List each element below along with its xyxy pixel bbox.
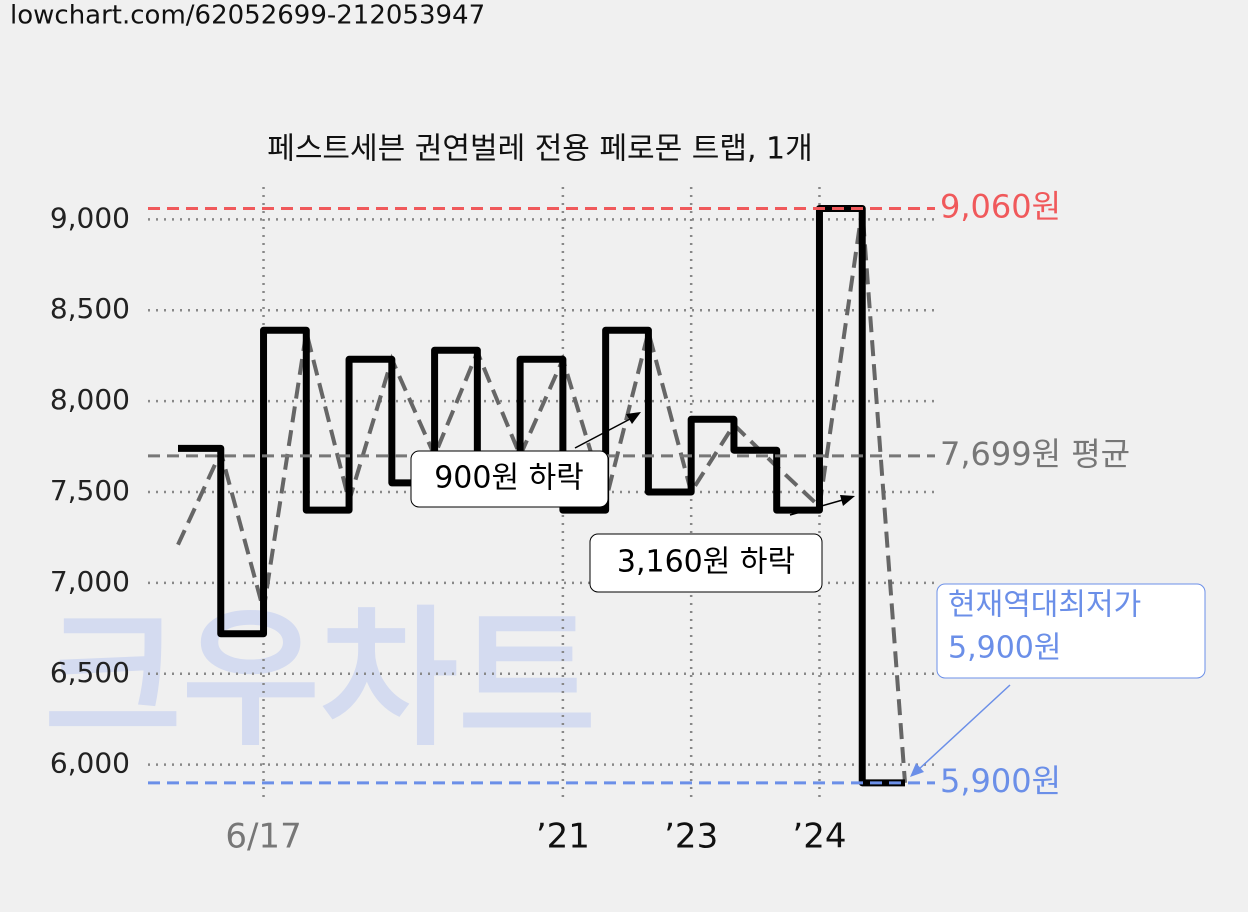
x-tick-label: 6/17 <box>225 817 301 857</box>
arrow <box>789 498 847 516</box>
annotation-box <box>936 583 1206 679</box>
y-tick-label: 7,500 <box>50 474 130 507</box>
step-line <box>178 204 905 787</box>
x-tick-label: ’23 <box>664 817 718 857</box>
reference-label: 9,060원 <box>940 187 1061 225</box>
x-tick-label: ’21 <box>536 817 590 857</box>
y-tick-label: 6,500 <box>50 656 130 689</box>
arrow-head <box>840 495 855 506</box>
annotation-1: 900원 하락 <box>410 412 641 508</box>
annotation-box <box>589 533 823 593</box>
annotation-text: 5,900원 <box>948 631 1061 666</box>
annotation-text: 900원 하락 <box>434 461 584 496</box>
annotation-3: 현재역대최저가 5,900원 <box>910 583 1206 777</box>
chart-title: 페스트세븐 권연벌레 전용 페로몬 트랩, 1개 <box>267 132 813 167</box>
url: lowchart.com/62052699-212053947 <box>10 1 485 31</box>
arrow <box>917 684 1011 771</box>
marks <box>148 204 935 787</box>
reference-label: 5,900원 <box>940 762 1061 800</box>
annotation-box <box>410 450 609 508</box>
y-tick-label: 7,000 <box>50 565 130 598</box>
x-tick-label: ’24 <box>792 817 846 857</box>
watermark: 크우차트 <box>44 593 596 767</box>
y-tick-label: 6,000 <box>50 747 130 780</box>
arrow-head <box>626 412 641 424</box>
y-tick-label: 8,500 <box>50 292 130 325</box>
annotation-2: 3,160원 하락 <box>589 495 855 593</box>
price-line <box>176 208 907 783</box>
y-tick-label: 8,000 <box>50 383 130 416</box>
annotation-text: 현재역대최저가 <box>948 588 1141 623</box>
annotation-text: 3,160원 하락 <box>617 545 795 580</box>
y-tick-label: 9,000 <box>50 201 130 234</box>
arrow <box>574 417 633 449</box>
arrow-head <box>910 763 924 777</box>
reference-label: 7,699원 평균 <box>940 435 1130 473</box>
